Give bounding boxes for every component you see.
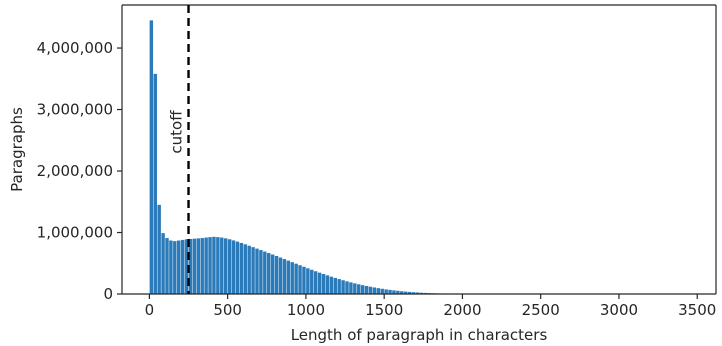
histogram-bar	[208, 237, 212, 294]
histogram-bar	[333, 277, 337, 294]
histogram-bar	[345, 281, 349, 294]
histogram-bar	[173, 241, 177, 294]
histogram-bar	[329, 276, 334, 294]
x-tick-label: 3500	[678, 301, 716, 319]
histogram-bar	[313, 271, 318, 294]
histogram-bar	[419, 292, 424, 294]
histogram-bar	[357, 284, 361, 294]
histogram-bar	[317, 272, 322, 294]
histogram-bar	[243, 244, 247, 294]
histogram-bar	[270, 254, 275, 294]
y-ticks-group: 0 1,000,000 2,000,000 3,000,000 4,000,000	[37, 39, 122, 303]
histogram-bar	[384, 289, 388, 294]
x-tick-label: 2500	[522, 301, 560, 319]
histogram-bar	[235, 241, 240, 294]
histogram-bar	[177, 240, 181, 294]
histogram-bar	[274, 256, 279, 294]
histogram-bar	[231, 240, 236, 294]
x-axis-title: Length of paragraph in characters	[291, 326, 548, 344]
histogram-bar	[341, 280, 345, 294]
y-tick-label: 4,000,000	[37, 39, 113, 57]
histogram-bar	[212, 236, 216, 294]
histogram-bar	[396, 290, 400, 294]
histogram-bar	[290, 262, 294, 294]
x-tick-label: 1000	[287, 301, 325, 319]
histogram-bar	[415, 292, 420, 294]
y-tick-label: 2,000,000	[37, 162, 113, 180]
histogram-bar	[400, 291, 404, 294]
y-tick-label: 1,000,000	[37, 224, 113, 242]
histogram-bar	[286, 260, 291, 294]
histogram-bar	[180, 239, 185, 294]
histogram-bar	[411, 292, 416, 294]
histogram-bar	[188, 238, 193, 294]
cutoff-label: cutoff	[168, 110, 186, 154]
histogram-bar	[278, 257, 283, 294]
histogram-bar	[196, 238, 201, 294]
histogram-bar	[302, 266, 306, 294]
histogram-bar	[353, 283, 357, 294]
histogram-bar	[169, 240, 173, 294]
histogram-bar	[407, 291, 412, 294]
histogram-bar	[372, 287, 377, 294]
histogram-bar	[310, 269, 314, 294]
x-tick-label: 500	[213, 301, 242, 319]
histogram-bar	[321, 274, 326, 294]
histogram-bar	[282, 259, 287, 294]
x-tick-label: 0	[145, 301, 155, 319]
histogram-bar	[306, 268, 310, 294]
histogram-bar	[149, 20, 154, 295]
histogram-bar	[259, 250, 263, 294]
histogram-bar	[380, 288, 384, 294]
histogram-bar	[403, 291, 408, 294]
histogram-bar	[161, 233, 165, 294]
y-axis-title: Paragraphs	[8, 107, 26, 192]
histogram-bar	[392, 290, 396, 294]
x-tick-label: 2000	[443, 301, 481, 319]
histogram-bar	[255, 248, 259, 294]
histogram-bar	[165, 238, 169, 294]
x-ticks-group: 0 500 1000 1500 2000 2500 3000 3500	[145, 294, 716, 319]
histogram-bar	[376, 288, 381, 294]
histogram-bar	[294, 263, 298, 294]
x-tick-label: 1500	[365, 301, 403, 319]
histogram-bar	[298, 265, 302, 294]
histogram-bar	[204, 237, 208, 294]
histogram-bar	[360, 285, 365, 294]
bars-group	[149, 20, 521, 295]
histogram-bar	[337, 279, 341, 294]
histogram-bar	[157, 204, 161, 294]
histogram-bar	[200, 238, 204, 294]
histogram-bar	[153, 73, 157, 295]
histogram-bar	[216, 237, 220, 294]
histogram-bar	[223, 238, 228, 294]
histogram-bar	[251, 247, 255, 294]
y-tick-label: 0	[103, 285, 113, 303]
histogram-bar	[192, 238, 197, 294]
x-tick-label: 3000	[600, 301, 638, 319]
histogram-bar	[184, 239, 189, 294]
histogram-bar	[247, 245, 251, 294]
y-tick-label: 3,000,000	[37, 101, 113, 119]
axes-group	[121, 4, 717, 295]
histogram-bar	[325, 275, 330, 294]
histogram-bar	[388, 289, 392, 294]
histogram-bar	[267, 253, 271, 294]
histogram-bar	[220, 237, 224, 294]
histogram-bar	[368, 286, 373, 294]
histogram-bar	[239, 242, 244, 294]
histogram-bar	[364, 286, 369, 294]
histogram-bar	[263, 251, 267, 294]
histogram-bar	[349, 282, 353, 294]
histogram-bar	[227, 239, 232, 294]
